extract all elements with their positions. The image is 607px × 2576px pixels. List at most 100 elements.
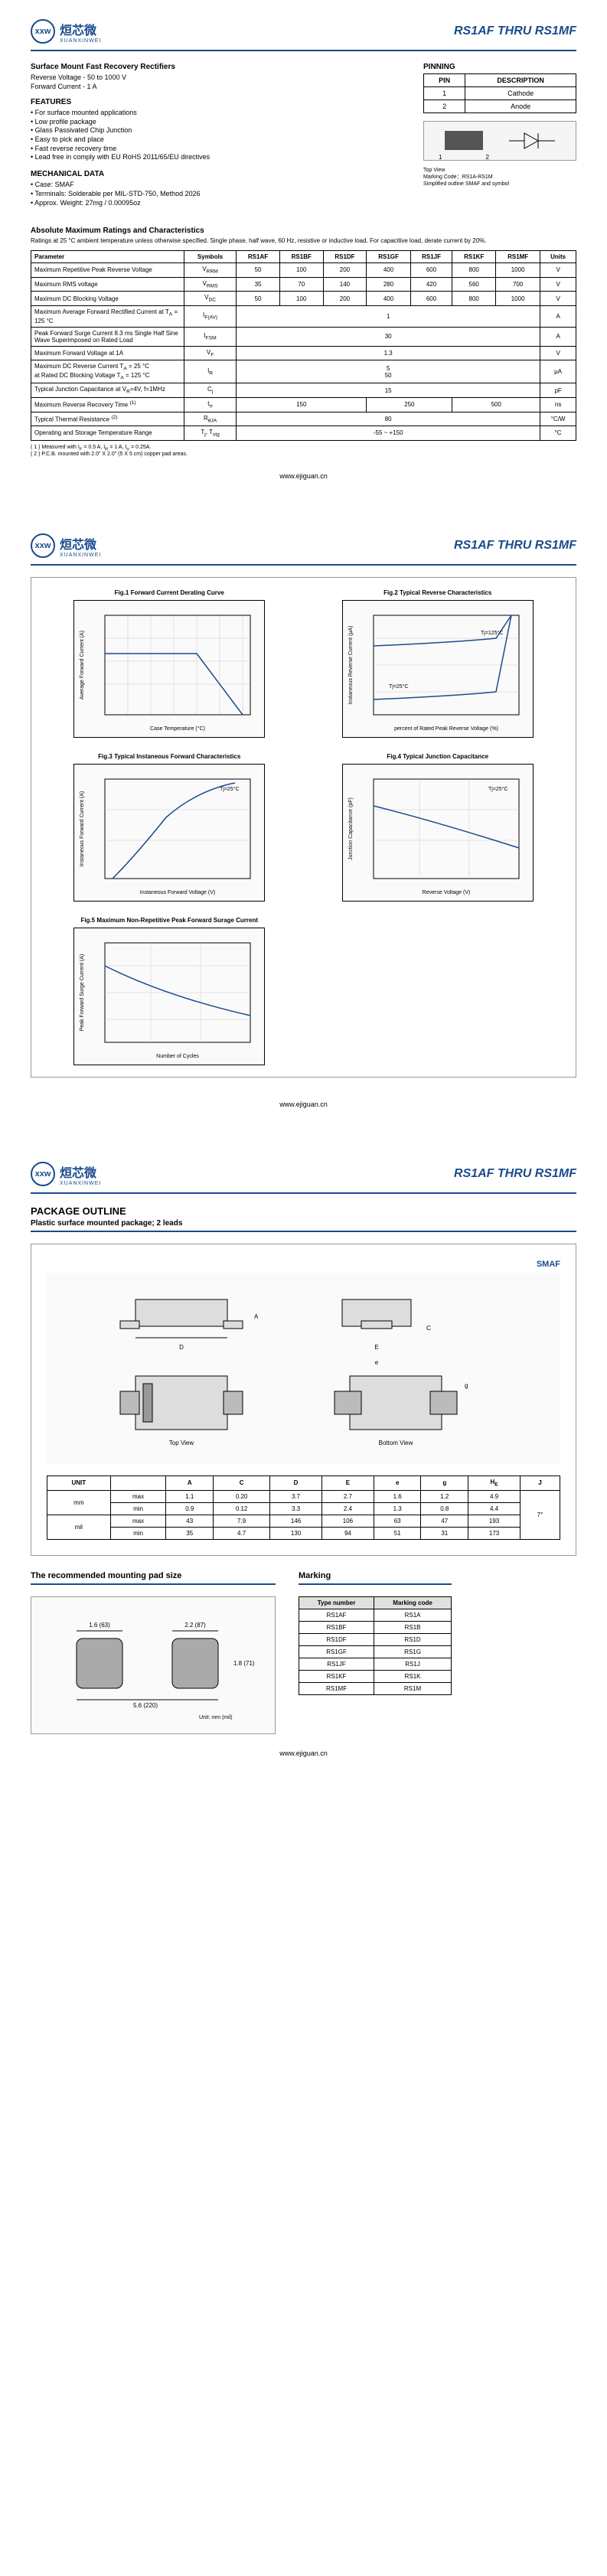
dim-cell: 0.9: [166, 1502, 214, 1515]
value-cell: 100: [279, 292, 323, 306]
symbol-cell: VRMS: [184, 277, 237, 292]
page-2: xxw 烜芯微 XUANXINWEI RS1AF THRU RS1MF Fig.…: [0, 514, 607, 1143]
chart-title: Fig.2 Typical Reverse Characteristics: [312, 589, 565, 596]
feature-item: Glass Passivated Chip Junction: [31, 126, 408, 135]
dim-cell: max: [110, 1515, 166, 1527]
logo: xxw 烜芯微 XUANXINWEI: [31, 533, 101, 558]
unit-cell: A: [540, 305, 576, 327]
footnote: ( 2 ) P.C.B. mounted with 2.0" X 2.0" (5…: [31, 452, 576, 457]
svg-text:Tj=25°C: Tj=25°C: [220, 786, 240, 792]
value-cell: 700: [496, 277, 540, 292]
part-title: RS1AF THRU RS1MF: [454, 1167, 576, 1181]
symbol-cell: IR: [184, 360, 237, 383]
value-cell: 1000: [496, 263, 540, 278]
svg-text:1.6 (63): 1.6 (63): [89, 1622, 110, 1629]
dim-header-cell: A: [166, 1476, 214, 1491]
dim-cell: min: [110, 1502, 166, 1515]
mech-item: Terminals: Solderable per MIL-STD-750, M…: [31, 190, 408, 199]
page-3: xxw 烜芯微 XUANXINWEI RS1AF THRU RS1MF PACK…: [0, 1143, 607, 1792]
dim-cell: 94: [321, 1527, 374, 1539]
footer-url: www.ejiguan.cn: [31, 1734, 576, 1772]
reverse-voltage: Reverse Voltage - 50 to 1000 V: [31, 73, 408, 81]
char-row: Maximum Repetitive Peak Reverse VoltageV…: [31, 263, 576, 278]
chart-title: Fig.1 Forward Current Derating Curve: [43, 589, 296, 596]
marking-section: Marking Type numberMarking code RS1AFRS1…: [299, 1571, 452, 1734]
mark-row: RS1JFRS1J: [299, 1658, 452, 1670]
param-cell: Maximum RMS voltage: [31, 277, 184, 292]
logo-en: XUANXINWEI: [60, 1181, 101, 1186]
page-1: xxw 烜芯微 XUANXINWEI RS1AF THRU RS1MF Surf…: [0, 0, 607, 514]
mark-cell: RS1G: [374, 1645, 452, 1658]
dim-cell: 0.12: [214, 1502, 270, 1515]
svg-text:Instaneous Reverse Current (μA: Instaneous Reverse Current (μA): [348, 626, 354, 705]
value-cell: 140: [323, 277, 367, 292]
svg-text:Tj=25°C: Tj=25°C: [488, 786, 508, 792]
mech-list: Case: SMAF Terminals: Solderable per MIL…: [31, 181, 408, 207]
svg-text:Reverse Voltage (V): Reverse Voltage (V): [422, 890, 470, 895]
feature-item: Fast reverse recovery time: [31, 145, 408, 154]
dim-cell: 0.20: [214, 1490, 270, 1502]
unit-cell: ns: [540, 397, 576, 412]
chart-svg: Number of Cycles Peak Forward Surge Curr…: [74, 928, 264, 1065]
value-cell: 550: [237, 360, 540, 383]
feature-item: For surface mounted applications: [31, 109, 408, 118]
top-view-note: Top View: [423, 167, 576, 174]
dim-cell: min: [110, 1527, 166, 1539]
param-cell: Typical Thermal Resistance (2): [31, 412, 184, 426]
chart-title: Fig.4 Typical Junction Capacitance: [312, 753, 565, 760]
value-cell: 800: [452, 263, 496, 278]
marking-heading: Marking: [299, 1571, 452, 1580]
smaf-label: SMAF: [47, 1260, 560, 1269]
svg-text:Junction Capacitance (pF): Junction Capacitance (pF): [348, 797, 354, 860]
pkg-svg: D A E e C Top View: [74, 1277, 534, 1460]
chart-box: Case Temperature (°C) Average Forward Cu…: [73, 600, 265, 738]
dim-header-cell: [110, 1476, 166, 1491]
char-header-cell: Units: [540, 251, 576, 263]
chart-title: Fig.5 Maximum Non-Repetitive Peak Forwar…: [43, 917, 296, 924]
chart-fig3: Fig.3 Typical Instaneous Forward Charact…: [43, 753, 296, 902]
logo-icon: xxw: [31, 533, 55, 558]
mark-row: RS1GFRS1G: [299, 1645, 452, 1658]
mark-row: RS1AFRS1A: [299, 1609, 452, 1621]
svg-text:Tj=125°C: Tj=125°C: [481, 630, 503, 636]
chart-svg: Tj=25°C Instaneous Forward Voltage (V) I…: [74, 764, 264, 902]
char-header-cell: RS1AF: [237, 251, 280, 263]
char-row: Maximum RMS voltageVRMS35701402804205607…: [31, 277, 576, 292]
dim-header-cell: C: [214, 1476, 270, 1491]
param-cell: Operating and Storage Temperature Range: [31, 426, 184, 441]
svg-text:Tj=25°C: Tj=25°C: [389, 683, 409, 690]
header: xxw 烜芯微 XUANXINWEI RS1AF THRU RS1MF: [31, 1162, 576, 1194]
unit-cell: V: [540, 277, 576, 292]
param-cell: Typical Junction Capacitance at VR=4V, f…: [31, 383, 184, 398]
value-cell: 250: [367, 397, 452, 412]
chart-box: Tj=125°C Tj=25°C percent of Rated Peak R…: [342, 600, 534, 738]
dim-header-cell: D: [270, 1476, 322, 1491]
svg-text:Peak Forward Surge Current (A): Peak Forward Surge Current (A): [80, 954, 85, 1032]
abs-max-note: Ratings at 25 °C ambient temperature unl…: [31, 237, 576, 244]
footer-url: www.ejiguan.cn: [31, 457, 576, 495]
mark-cell: RS1GF: [299, 1645, 374, 1658]
value-cell: 280: [367, 277, 410, 292]
mark-row: RS1KFRS1K: [299, 1670, 452, 1682]
chart-box: Number of Cycles Peak Forward Surge Curr…: [73, 928, 265, 1065]
mark-cell: RS1J: [374, 1658, 452, 1670]
package-sub: Plastic surface mounted package; 2 leads: [31, 1219, 576, 1228]
svg-text:Instaneous Forward Voltage (V): Instaneous Forward Voltage (V): [140, 890, 215, 895]
mark-cell: RS1B: [374, 1621, 452, 1633]
features-list: For surface mounted applications Low pro…: [31, 109, 408, 162]
dim-row: min0.90.123.32.41.30.84.4: [47, 1502, 560, 1515]
pin-cell: Cathode: [465, 87, 576, 100]
param-cell: Maximum Forward Voltage at 1A: [31, 346, 184, 360]
dim-row: min354.7130945131173: [47, 1527, 560, 1539]
pad-drawing: 1.6 (63) 2.2 (87) 1.8 (71) 5.6 (220) Uni…: [31, 1596, 276, 1734]
logo-cn: 烜芯微: [60, 20, 101, 38]
mark-cell: RS1AF: [299, 1609, 374, 1621]
dim-row: milmax437.91461066347193: [47, 1515, 560, 1527]
value-cell: 15: [237, 383, 540, 398]
char-row: Maximum DC Reverse Current TA = 25 °Cat …: [31, 360, 576, 383]
main-title: Surface Mount Fast Recovery Rectifiers: [31, 63, 408, 71]
dim-cell: 7.9: [214, 1515, 270, 1527]
logo-icon: xxw: [31, 1162, 55, 1186]
value-cell: 150: [237, 397, 367, 412]
outline-note: Simplified outline SMAF and symbol: [423, 181, 576, 187]
